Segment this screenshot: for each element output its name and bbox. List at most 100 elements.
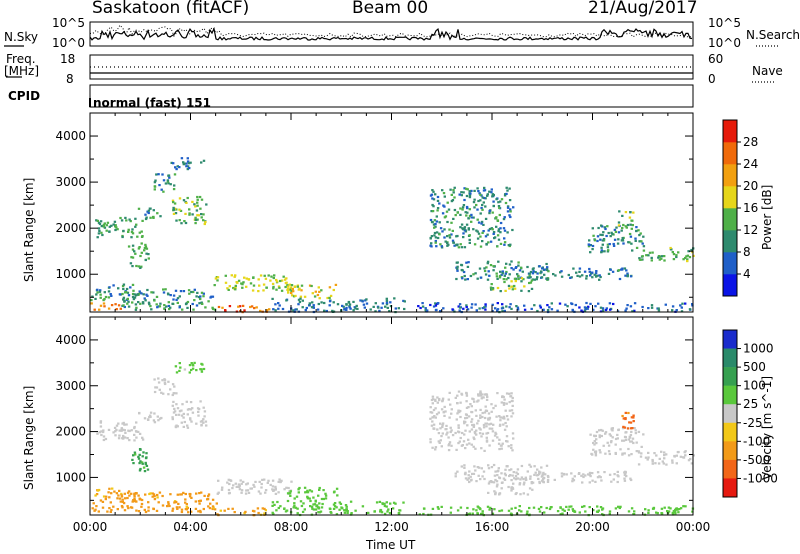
data-cell [148,303,151,306]
data-cell [496,483,499,486]
data-cell [500,447,503,450]
data-cell [273,274,276,277]
data-cell [594,305,597,308]
data-cell [123,305,126,309]
data-cell [419,306,422,310]
data-cell [134,453,137,456]
data-cell [155,303,158,306]
colorbar-segment [723,441,737,461]
data-cell [385,501,388,504]
data-cell [594,275,598,278]
data-cell [277,491,280,494]
data-cell [647,511,650,514]
data-cell [474,469,477,472]
data-cell [625,269,628,272]
data-cell [459,207,462,210]
data-cell [153,412,156,415]
data-cell [149,207,152,210]
data-cell [301,510,305,513]
data-cell [204,220,207,224]
data-cell [468,238,471,241]
data-cell [434,193,437,196]
data-cell [604,308,608,312]
data-cell [626,274,629,277]
data-cell [484,235,488,238]
data-cell [600,428,603,432]
data-cell [520,510,523,513]
data-cell [332,301,335,304]
data-cell [490,481,494,484]
data-cell [133,495,136,498]
data-cell [508,263,512,266]
data-cell [120,428,123,431]
data-cell [526,510,529,513]
data-cell [476,505,479,508]
data-cell [500,273,503,276]
data-cell [106,510,109,513]
data-cell [498,274,502,278]
data-cell [274,492,278,495]
data-cell [319,510,323,513]
data-cell [640,445,643,448]
data-cell [417,305,420,308]
data-cell [228,285,231,288]
data-cell [186,413,189,416]
data-cell [624,438,628,441]
data-cell [482,396,485,399]
data-cell [625,307,628,310]
data-cell [361,300,364,303]
data-cell [463,274,466,278]
data-cell [128,439,131,442]
data-cell [455,418,458,421]
data-cell [595,430,599,434]
data-cell [205,424,208,427]
data-cell [614,507,618,510]
power-frame [89,112,694,313]
data-cell [200,370,204,373]
data-cell [560,270,563,273]
data-cell [108,230,111,233]
data-cell [324,492,327,495]
xtick-label: 00:00 [73,520,108,534]
data-cell [479,392,482,395]
data-cell [140,242,143,245]
data-cell [483,393,487,396]
data-cell [96,219,99,222]
data-cell [107,296,111,299]
data-cell [131,500,134,503]
data-cell [190,510,193,513]
data-cell [647,456,650,459]
data-cell [482,201,485,204]
data-cell [675,254,678,257]
data-cell [631,219,634,222]
data-cell [461,431,464,435]
data-cell [188,167,191,170]
data-cell [154,386,157,389]
data-cell [265,286,268,289]
data-cell [193,203,196,206]
data-cell [487,270,490,273]
data-cell [485,432,488,435]
data-cell [542,476,546,479]
data-cell [137,207,141,210]
data-cell [286,284,289,287]
data-cell [175,392,178,395]
data-cell [647,509,650,512]
data-cell [432,423,436,426]
data-cell [449,188,452,191]
data-cell [306,497,310,500]
data-cell [472,472,476,475]
data-cell [99,220,103,223]
ytick-label: 3000 [55,175,86,189]
data-cell [180,510,184,514]
data-cell [610,480,613,483]
data-cell [137,265,141,268]
data-cell [440,408,444,411]
data-cell [285,277,288,280]
data-cell [299,295,303,298]
data-cell [460,194,463,197]
data-cell [128,494,131,497]
data-cell [595,442,598,445]
data-cell [119,216,122,220]
data-cell [234,482,237,485]
